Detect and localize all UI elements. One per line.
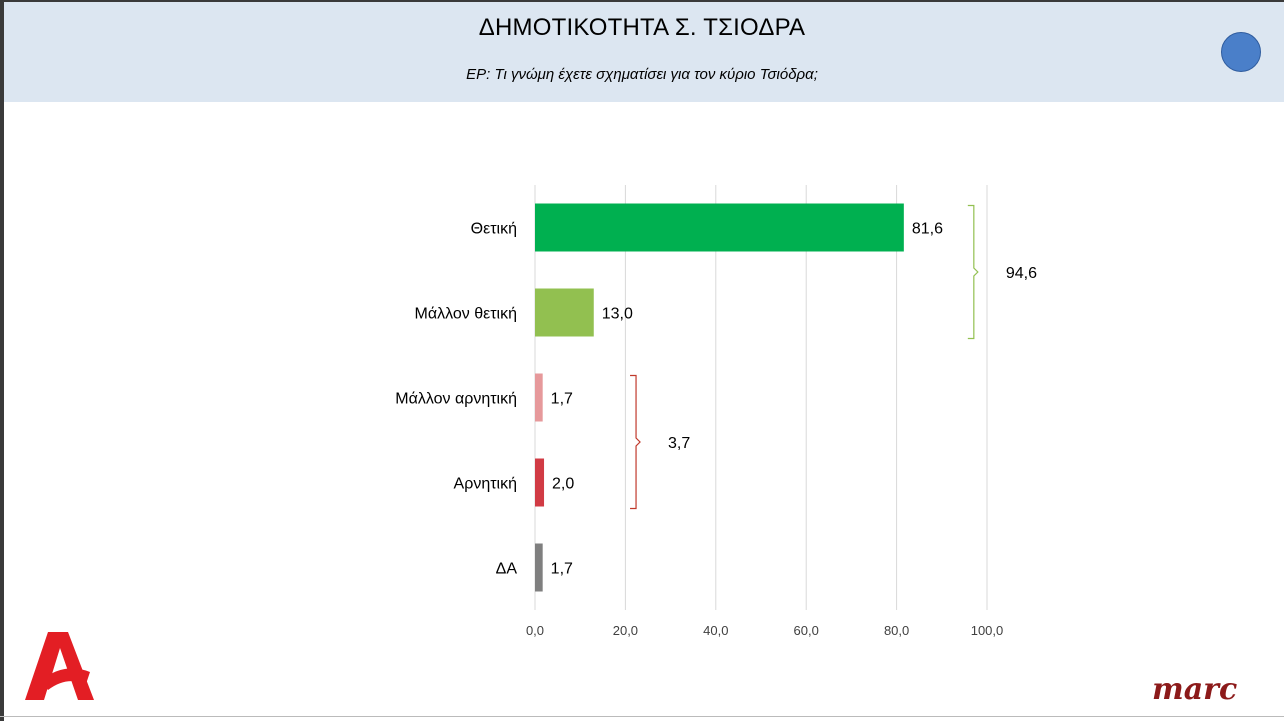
alpha-logo-icon: [25, 632, 94, 700]
group-total-label: 3,7: [668, 435, 690, 452]
chart-subtitle: ΕΡ: Τι γνώμη έχετε σχηματίσει για τον κύ…: [466, 66, 818, 83]
frame-left-border: [0, 0, 4, 721]
circle-icon: [1221, 32, 1261, 72]
category-label: Μάλλον θετική: [415, 306, 517, 323]
x-tick-label: 80,0: [884, 623, 909, 638]
x-tick-label: 0,0: [526, 623, 544, 638]
data-label: 2,0: [552, 476, 574, 493]
marc-logo: marc: [1152, 672, 1238, 707]
x-tick-label: 40,0: [703, 623, 728, 638]
frame-top-border: [0, 0, 1284, 2]
data-label: 1,7: [551, 561, 573, 578]
data-label: 81,6: [912, 221, 943, 238]
x-tick-label: 60,0: [794, 623, 819, 638]
category-label: Θετική: [471, 221, 517, 238]
x-tick-label: 20,0: [613, 623, 638, 638]
group-total-label: 94,6: [1006, 265, 1037, 282]
x-tick-label: 100,0: [971, 623, 1004, 638]
bar: [535, 543, 543, 592]
category-label: Αρνητική: [454, 476, 517, 493]
bar: [535, 458, 545, 507]
group-bracket: [630, 374, 641, 510]
bar: [535, 373, 543, 422]
bar: [535, 203, 904, 252]
group-bracket: [967, 204, 979, 340]
data-label: 13,0: [602, 306, 633, 323]
bottom-divider: [0, 716, 1284, 717]
data-label: 1,7: [551, 391, 573, 408]
header-banner: [4, 2, 1284, 102]
category-label: ΔΑ: [496, 561, 518, 578]
bar: [535, 288, 594, 337]
chart-title: ΔΗΜΟΤΙΚΟΤΗΤΑ Σ. ΤΣΙΟΔΡΑ: [478, 14, 806, 41]
category-label: Μάλλον αρνητική: [395, 391, 517, 408]
